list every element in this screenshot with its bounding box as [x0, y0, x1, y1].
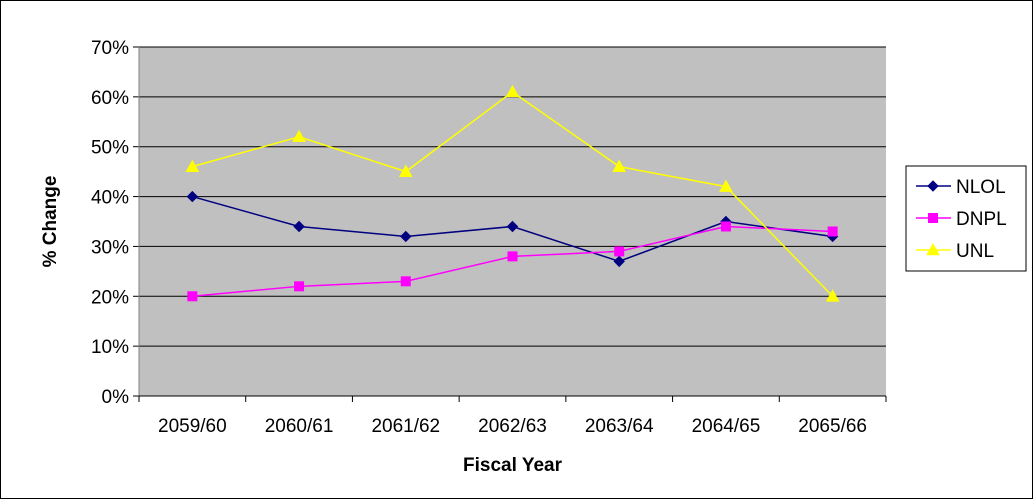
y-tick-label: 20%	[91, 287, 129, 308]
x-axis-title: Fiscal Year	[463, 455, 563, 476]
axes: 0% 10% 20% 30% 40% 50% 60% 70% 2059/60 2060/61 206…	[91, 38, 887, 437]
x-tick-label: 2060/61	[265, 416, 334, 437]
legend-item-nlol: NLOL	[916, 177, 1006, 198]
y-tick-label: 70%	[91, 38, 129, 59]
data-point-dnpl	[720, 221, 731, 232]
data-point-dnpl	[400, 276, 411, 287]
legend-label-dnpl: DNPL	[956, 209, 1007, 230]
data-point-unl	[185, 159, 200, 172]
x-tick-label: 2059/60	[158, 416, 227, 437]
data-point-nlol	[293, 220, 305, 233]
series-unl	[185, 84, 840, 302]
data-point-unl	[505, 84, 520, 98]
y-axis-title: % Change	[40, 176, 61, 268]
series-dnpl	[187, 221, 838, 302]
legend-label-unl: UNL	[956, 241, 994, 262]
data-point-dnpl	[827, 226, 838, 237]
data-point-dnpl	[294, 281, 305, 292]
legend-swatch-marker	[926, 242, 940, 256]
data-point-dnpl	[187, 291, 198, 302]
y-tick-label: 60%	[91, 88, 129, 109]
legend-swatch-marker	[928, 213, 938, 223]
legend-item-unl: UNL	[916, 241, 994, 262]
y-tick-label: 10%	[91, 337, 129, 358]
data-point-unl	[719, 179, 733, 192]
y-tick-label: 50%	[91, 138, 129, 159]
legend-swatch-marker	[927, 180, 939, 192]
data-point-unl	[398, 164, 413, 177]
x-tick-label: 2065/66	[798, 416, 867, 437]
x-tick-label: 2064/65	[692, 416, 761, 437]
data-point-nlol	[506, 220, 519, 233]
x-tick-label: 2062/63	[478, 416, 547, 437]
series-layer	[185, 84, 840, 302]
data-point-unl	[825, 289, 840, 302]
x-tick-label: 2063/64	[585, 416, 654, 437]
data-point-dnpl	[507, 251, 518, 262]
y-tick-label: 40%	[91, 188, 129, 209]
x-tick-label: 2061/62	[371, 416, 440, 437]
y-tick-label: 30%	[91, 237, 129, 258]
data-point-nlol	[186, 190, 199, 203]
data-point-unl	[292, 129, 306, 143]
y-tick-label: 0%	[102, 387, 130, 408]
legend-item-dnpl: DNPL	[916, 209, 1007, 230]
data-point-nlol	[400, 230, 412, 243]
legend: NLOL DNPL UNL	[905, 165, 1027, 272]
data-point-nlol	[613, 255, 625, 268]
data-point-dnpl	[614, 246, 625, 257]
legend-label-nlol: NLOL	[956, 177, 1006, 198]
data-point-unl	[612, 159, 627, 172]
